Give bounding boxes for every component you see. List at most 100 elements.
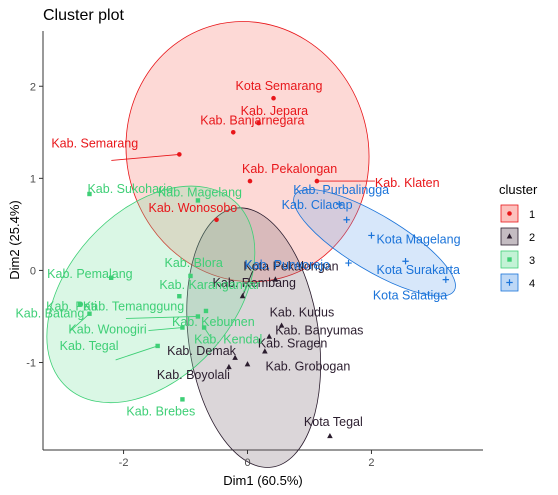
point-label-kab-temanggung: Kab. Temanggung [83,299,184,313]
point-label-kab-cilacap: Kab. Cilacap [282,198,353,212]
point-kab-klaten [314,178,320,184]
y-tick-label: 2 [30,81,36,93]
connector-kab-semarang [111,153,180,161]
point-label-kab-pekalongan: Kab. Pekalongan [242,162,337,176]
point-kab-boyolali [226,363,232,370]
point-label-kab-grobogan: Kab. Grobogan [266,359,351,373]
point-label-kab-banyumas: Kab. Banyumas [275,324,363,338]
point-label-kota-tegal: Kota Tegal [304,415,363,429]
point-label-kab-brebes: Kab. Brebes [126,404,195,418]
point-label-kota-salatiga: Kota Salatiga [373,289,447,303]
point-label-kab-magelang: Kab. Magelang [158,185,242,199]
point-kab-pemalang [108,275,114,280]
point-kab-purworejo [345,259,352,267]
point-label-kab-purbalingga: Kab. Purbalingga [293,183,389,197]
axis-ticks: -2 0 2 -1 0 1 2 [26,81,374,469]
chart-title: Cluster plot [43,7,124,24]
point-kab-kudus [278,322,285,328]
point-label-kab-sragen: Kab. Sragen [258,336,328,350]
point-label-kab-kudus: Kab. Kudus [270,306,335,320]
point-kab-sukoharjo [87,191,92,197]
point-kab-demak [232,354,238,360]
point-kab-grobogan [244,361,251,367]
y-tick-label: -1 [26,358,36,370]
point-label-kab-wonosobo: Kab. Wonosobo [149,201,238,215]
legend-label-1: 1 [529,209,535,221]
point-kab-cilacap [343,216,350,223]
point-kab-banyumas [266,333,272,339]
x-tick-label: 2 [368,457,374,469]
legend-label-3: 3 [529,255,535,267]
x-tick-label: -2 [119,457,129,469]
connector-kab-temanggung [125,316,198,319]
x-axis-label: Dim1 (60.5%) [223,473,302,488]
legend-marker-1 [507,211,512,216]
connector-kab-rembang [242,271,253,297]
point-kab-rembang [239,293,246,299]
point-kab-batang [87,311,92,316]
legend: cluster 1 2 3 4 [499,182,538,292]
cluster-3-ellipse [46,185,256,404]
point-label-kota-magelang: Kota Magelang [376,232,460,246]
point-kota-semarang [271,95,276,101]
point-label-kab-klaten: Kab. Klaten [375,176,440,190]
point-label-kota-semarang: Kota Semarang [236,79,323,93]
connector-kab-batang [69,313,90,333]
legend-marker-3 [507,257,512,262]
point-kab-pati [77,302,83,307]
point-kab-wonogiri [180,325,185,330]
point-kota-salatiga [442,276,450,283]
point-kab-blora [188,273,193,279]
point-label-kab-jepara: Kab. Jepara [241,104,308,118]
legend-label-4: 4 [529,278,535,290]
point-label-kab-kebumen: Kab. Kebumen [172,315,255,329]
point-label-kab-rembang: Kab. Rembang [213,276,296,290]
point-label-kab-blora: Kab. Blora [164,256,222,270]
legend-title: cluster [499,182,538,197]
point-kab-jepara [256,120,261,126]
cluster-points [77,95,450,439]
point-label-kota-surakarta: Kota Surakarta [377,263,460,277]
cluster-1-ellipse [125,21,370,283]
point-label-kab-sukoharjo: Kab. Sukoharjo [87,182,173,196]
point-kab-kendal [201,325,207,330]
legend-label-2: 2 [529,232,535,244]
point-kab-temanggung [195,314,201,319]
point-kab-karanganyar [177,294,182,299]
connector-kab-tegal [115,345,158,361]
plot-panel [43,31,483,450]
point-label-kab-boyolali: Kab. Boyolali [157,368,230,382]
point-label-kab-kendal: Kab. Kendal [194,333,262,347]
cluster-4-ellipse [293,188,456,297]
point-label-kab-demak: Kab. Demak [167,344,237,358]
point-kab-tegal [155,343,160,349]
legend-marker-2 [506,233,513,239]
y-tick-label: 1 [30,173,36,185]
point-kab-sragen [262,348,268,354]
point-kab-semarang [177,152,182,157]
point-label-kab-tegal: Kab. Tegal [60,339,119,353]
x-tick-label: 0 [244,457,250,469]
point-label-kab-pati: Kab. Pati [46,300,97,314]
point-kota-pekalongan [272,276,279,282]
point-label-kab-batang: Kab. Batang [15,307,84,321]
cluster-2-ellipse [186,207,322,468]
legend-marker-4 [506,279,513,286]
point-label-kota-pekalongan: Kota Pekalongan [243,260,338,274]
y-tick-label: 0 [30,265,36,277]
point-kab-pekalongan [247,178,253,184]
point-label-kab-karanganyar: Kab. Karanganyar [159,278,260,292]
label-connectors [69,153,375,361]
point-label-kab-banjarnegara: Kab. Banjarnegara [200,113,304,127]
point-label-kab-purworejo: Kab. Purworejo [245,258,331,272]
y-axis-label: Dim2 (25.4%) [7,200,22,279]
point-kab-magelang [195,198,201,203]
cluster-ellipses [46,21,456,468]
point-label-kab-wonogiri: Kab. Wonogiri [68,323,146,337]
point-kab-wonosobo [214,217,219,223]
point-kota-magelang [368,232,375,239]
point-kab-banjarnegara [230,129,236,135]
point-kab-brebes [180,397,185,402]
